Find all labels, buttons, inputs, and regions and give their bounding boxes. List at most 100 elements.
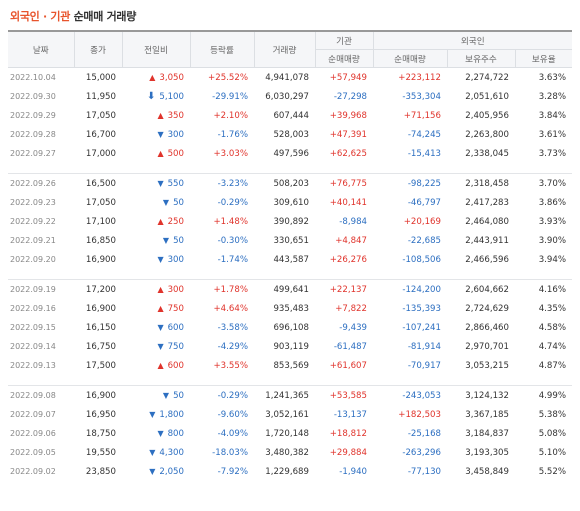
date-cell: 2022.09.28 bbox=[10, 130, 56, 139]
date-cell: 2022.10.04 bbox=[8, 67, 74, 87]
holdings-cell: 2,263,800 bbox=[465, 129, 509, 140]
close-cell: 16,150 bbox=[85, 322, 116, 333]
header-rate: 등락률 bbox=[189, 30, 254, 68]
arrow-down-icon: ▼ bbox=[157, 178, 164, 188]
rate-cell: -18.03% bbox=[212, 447, 248, 458]
arrow-down-icon: ▼ bbox=[157, 254, 164, 264]
inst-net-cell: +47,391 bbox=[329, 129, 367, 140]
rate-cell: +2.10% bbox=[213, 110, 248, 121]
date-cell: 2022.09.16 bbox=[10, 304, 56, 313]
title-investors: 외국인 · 기관 bbox=[10, 10, 71, 23]
close-cell: 17,050 bbox=[85, 197, 116, 208]
change-value: 300 bbox=[167, 284, 184, 295]
foreign-net-cell: -77,130 bbox=[407, 466, 441, 477]
arrow-down-icon: ▼ bbox=[149, 466, 156, 476]
arrow-down-icon: ▼ bbox=[157, 129, 164, 139]
holdings-cell: 2,318,458 bbox=[447, 173, 515, 193]
group-spacer bbox=[8, 375, 572, 386]
foreign-net-cell: +20,169 bbox=[403, 216, 441, 227]
table-row: 2022.10.04 15,000 ▲ 3,050 +25.52% 4,941,078 +5… bbox=[8, 67, 572, 87]
rate-cell: -4.09% bbox=[217, 428, 248, 439]
holdings-cell: 3,193,305 bbox=[465, 447, 509, 458]
table-row: 2022.09.20 16,900 ▼ 300 -1.74% 443,587 +26,276… bbox=[8, 250, 572, 269]
change-value: 800 bbox=[167, 428, 184, 439]
arrow-up-icon: ▲ bbox=[157, 360, 164, 370]
change-value: 600 bbox=[167, 322, 184, 333]
ratio-cell: 3.90% bbox=[538, 235, 566, 246]
ratio-cell: 4.58% bbox=[538, 322, 566, 333]
spacer-cell bbox=[8, 375, 572, 386]
ratio-cell: 5.52% bbox=[538, 466, 566, 477]
ratio-cell: 3.84% bbox=[538, 110, 566, 121]
change-cell: ▼ 2,050 bbox=[122, 462, 190, 481]
close-cell: 15,000 bbox=[74, 67, 122, 87]
volume-cell: 6,030,297 bbox=[265, 91, 309, 102]
arrow-down-icon: ▼ bbox=[157, 322, 164, 332]
change-value: 50 bbox=[173, 197, 184, 208]
change-cell: ▼ 50 bbox=[122, 193, 190, 212]
close-cell: 23,850 bbox=[85, 466, 116, 477]
change-value: 550 bbox=[167, 178, 184, 189]
holdings-cell: 3,124,132 bbox=[447, 385, 515, 405]
arrow-down-icon: ▼ bbox=[157, 341, 164, 351]
header-inst-net: 순매매량 bbox=[314, 49, 373, 68]
foreign-net-cell: -25,168 bbox=[407, 428, 441, 439]
foreign-net-cell: +223,112 bbox=[373, 67, 447, 87]
close-cell: 17,000 bbox=[85, 148, 116, 159]
inst-net-cell: +7,822 bbox=[335, 303, 367, 314]
volume-cell: 853,569 bbox=[273, 360, 309, 371]
holdings-cell: 2,604,662 bbox=[447, 279, 515, 299]
close-cell: 16,900 bbox=[74, 385, 122, 405]
holdings-cell: 3,053,215 bbox=[465, 360, 509, 371]
change-cell: ▲ 350 bbox=[122, 106, 190, 125]
ratio-cell: 3.63% bbox=[515, 67, 572, 87]
volume-cell: 696,108 bbox=[273, 322, 309, 333]
date-cell: 2022.09.20 bbox=[10, 255, 56, 264]
date-cell: 2022.09.02 bbox=[10, 467, 56, 476]
volume-cell: 3,052,161 bbox=[265, 409, 309, 420]
foreign-net-cell: +71,156 bbox=[403, 110, 441, 121]
close-cell: 16,700 bbox=[85, 129, 116, 140]
header-institution: 기관 bbox=[314, 30, 373, 50]
ratio-cell: 3.93% bbox=[538, 216, 566, 227]
date-cell: 2022.09.23 bbox=[10, 198, 56, 207]
inst-net-cell: +76,775 bbox=[315, 173, 373, 193]
table-row: 2022.09.07 16,950 ▼ 1,800 -9.60% 3,052,161 -13… bbox=[8, 405, 572, 424]
date-cell: 2022.09.07 bbox=[10, 410, 56, 419]
date-cell: 2022.09.22 bbox=[10, 217, 56, 226]
date-cell: 2022.09.14 bbox=[10, 342, 56, 351]
close-cell: 19,550 bbox=[85, 447, 116, 458]
table-row: 2022.09.06 18,750 ▼ 800 -4.09% 1,720,148 +18,8… bbox=[8, 424, 572, 443]
holdings-cell: 2,724,629 bbox=[465, 303, 509, 314]
table-row: 2022.09.22 17,100 ▲ 250 +1.48% 390,892 -8,984 +… bbox=[8, 212, 572, 231]
header-ratio: 보유율 bbox=[514, 49, 572, 68]
change-cell: ▼ 1,800 bbox=[122, 405, 190, 424]
ratio-cell: 3.61% bbox=[538, 129, 566, 140]
change-cell: ▲ 3,050 bbox=[122, 67, 190, 87]
volume-cell: 4,941,078 bbox=[254, 67, 315, 87]
change-cell: ▼ 800 bbox=[122, 424, 190, 443]
close-cell: 16,900 bbox=[85, 303, 116, 314]
table-row: 2022.09.05 19,550 ▼ 4,300 -18.03% 3,480,382 +2… bbox=[8, 443, 572, 462]
table-row: 2022.09.19 17,200 ▲ 300 +1.78% 499,641 +22,137… bbox=[8, 279, 572, 299]
change-cell: ▲ 250 bbox=[122, 212, 190, 231]
ratio-cell: 3.94% bbox=[538, 254, 566, 265]
table-row: 2022.09.02 23,850 ▼ 2,050 -7.92% 1,229,689 -1,… bbox=[8, 462, 572, 481]
table-row: 2022.09.21 16,850 ▼ 50 -0.30% 330,651 +4,847 -2… bbox=[8, 231, 572, 250]
net-trading-table: 날짜 종가 전일비 등락률 거래량 기관 외국인 순매매량 순매매량 보유주수 … bbox=[8, 30, 572, 481]
inst-net-cell: +62,625 bbox=[329, 148, 367, 159]
change-cell: ▲ 500 bbox=[122, 144, 190, 163]
change-value: 300 bbox=[167, 254, 184, 265]
rate-cell: +3.55% bbox=[213, 360, 248, 371]
rate-cell: -29.91% bbox=[212, 91, 248, 102]
foreign-net-cell: -124,200 bbox=[373, 279, 447, 299]
header-close: 종가 bbox=[73, 30, 122, 68]
inst-net-cell: +29,884 bbox=[329, 447, 367, 458]
change-cell: ▼ 600 bbox=[122, 318, 190, 337]
date-cell: 2022.09.21 bbox=[10, 236, 56, 245]
volume-cell: 390,892 bbox=[273, 216, 309, 227]
volume-cell: 443,587 bbox=[273, 254, 309, 265]
inst-net-cell: +18,812 bbox=[329, 428, 367, 439]
foreign-net-cell: -46,797 bbox=[407, 197, 441, 208]
inst-net-cell: -27,298 bbox=[333, 91, 367, 102]
